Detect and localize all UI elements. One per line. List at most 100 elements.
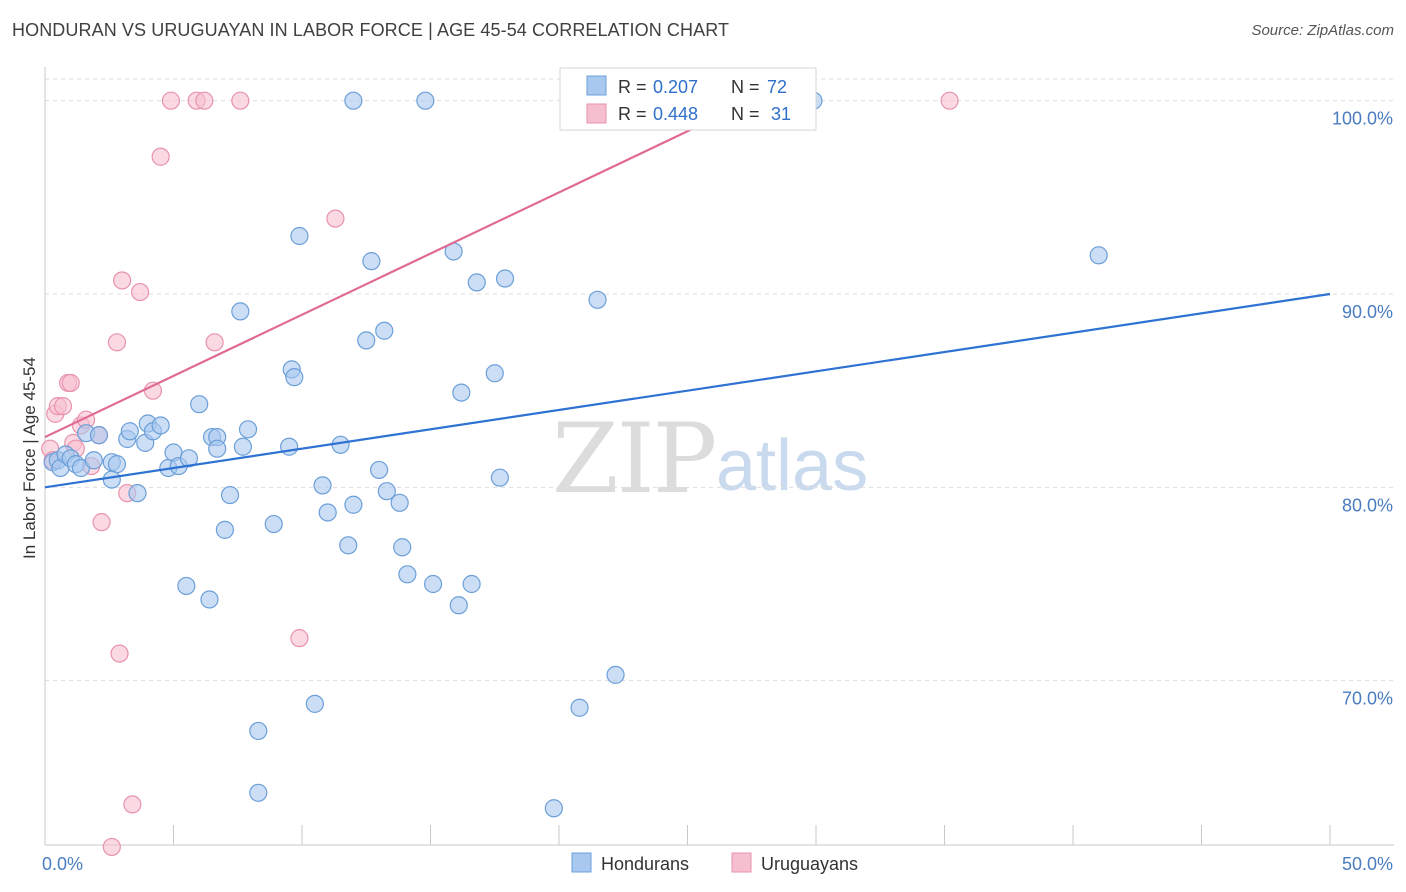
honduran-point — [190, 395, 209, 414]
legend-n-value-uruguayans: 31 — [771, 104, 791, 124]
honduran-point — [1089, 246, 1108, 265]
uruguayan-point — [102, 837, 121, 857]
uruguayan-point — [290, 629, 309, 648]
uruguayan-point — [112, 271, 132, 290]
tick-labels: 70.0% 80.0% 90.0% 100.0% 0.0% 50.0% — [42, 109, 1393, 874]
watermark-zip: ZIP — [552, 403, 715, 515]
honduran-point — [362, 252, 381, 271]
legend-n-label-hondurans: N = — [731, 77, 760, 97]
honduran-point — [588, 290, 607, 309]
honduran-point — [485, 364, 504, 383]
y-tick-label: 100.0% — [1332, 109, 1393, 129]
honduran-point — [344, 495, 363, 514]
series-legend-swatch-hondurans — [571, 852, 592, 873]
honduran-point — [89, 426, 109, 445]
honduran-point — [606, 665, 625, 684]
hondurans-points — [43, 91, 1108, 818]
series-legend-swatch-uruguayans — [731, 852, 752, 873]
honduran-point — [102, 470, 121, 489]
honduran-point — [179, 449, 199, 468]
legend-n-label-uruguayans: N = — [731, 104, 760, 124]
honduran-point — [233, 437, 252, 456]
honduran-point — [544, 799, 563, 818]
honduran-point — [215, 520, 234, 539]
honduran-point — [249, 783, 268, 802]
uruguayans-points — [41, 91, 959, 857]
series-legend-hondurans: Hondurans — [601, 854, 689, 874]
y-tick-label: 80.0% — [1342, 495, 1393, 515]
honduran-point — [416, 91, 435, 110]
honduran-point — [467, 273, 486, 292]
chart-source: Source: ZipAtlas.com — [1251, 22, 1394, 39]
honduran-point — [151, 416, 170, 435]
stats-legend: R = 0.207 N = 72 R = 0.448 N = 31 — [559, 67, 817, 131]
honduran-point — [423, 574, 443, 594]
x-tick-label-min: 0.0% — [42, 854, 83, 874]
uruguayan-point — [92, 513, 111, 532]
honduran-point — [375, 321, 394, 340]
axes — [44, 67, 1394, 846]
uruguayan-point — [326, 209, 345, 228]
uruguayan-point — [123, 795, 142, 814]
honduran-point — [393, 538, 412, 557]
chart-title: HONDURAN VS URUGUAYAN IN LABOR FORCE | A… — [12, 20, 730, 40]
uruguayan-point — [130, 282, 150, 302]
hondurans-trend-line — [44, 292, 1331, 489]
watermark-atlas: atlas — [716, 426, 868, 506]
honduran-point — [570, 698, 589, 717]
honduran-point — [220, 485, 240, 505]
honduran-point — [285, 368, 304, 387]
honduran-point — [313, 476, 332, 495]
uruguayan-point — [151, 147, 170, 166]
honduran-point — [84, 451, 103, 470]
legend-r-value-uruguayans: 0.448 — [653, 104, 698, 124]
honduran-point — [249, 721, 268, 741]
honduran-point — [177, 576, 196, 596]
y-tick-label: 70.0% — [1342, 689, 1393, 709]
honduran-point — [370, 460, 389, 480]
x-tick-label-max: 50.0% — [1342, 854, 1393, 874]
honduran-point — [462, 574, 481, 594]
uruguayan-point — [161, 91, 181, 110]
uruguayan-point — [940, 91, 959, 110]
trend-lines — [44, 99, 1331, 489]
series-legend-uruguayans: Uruguayans — [761, 854, 858, 874]
legend-n-value-hondurans: 72 — [767, 77, 787, 97]
honduran-point — [200, 590, 219, 609]
honduran-point — [318, 503, 337, 522]
series-legend: Hondurans Uruguayans — [571, 852, 858, 874]
watermark: ZIP atlas — [552, 403, 868, 515]
legend-swatch-hondurans — [586, 75, 607, 96]
uruguayan-point — [61, 373, 80, 393]
honduran-point — [231, 302, 250, 321]
legend-swatch-uruguayans — [586, 103, 607, 124]
honduran-point — [107, 455, 127, 474]
uruguayan-point — [110, 644, 129, 663]
y-tick-label: 90.0% — [1342, 302, 1393, 322]
honduran-point — [390, 493, 409, 512]
uruguayan-point — [195, 91, 214, 110]
uruguayan-point — [231, 91, 250, 110]
uruguayan-point — [205, 333, 224, 352]
uruguayan-point — [53, 397, 73, 416]
honduran-point — [377, 482, 396, 501]
honduran-point — [290, 226, 309, 246]
honduran-point — [398, 565, 417, 584]
honduran-point — [208, 439, 227, 458]
uruguayans-trend-line — [44, 99, 753, 439]
honduran-point — [264, 514, 283, 534]
honduran-point — [305, 694, 324, 713]
gridlines — [45, 78, 1394, 682]
honduran-point — [120, 422, 139, 441]
legend-r-label-hondurans: R = — [618, 77, 647, 97]
honduran-point — [344, 91, 363, 110]
y-axis-label: In Labor Force | Age 45-54 — [20, 357, 39, 559]
honduran-point — [339, 536, 358, 555]
honduran-point — [452, 383, 471, 402]
honduran-point — [128, 484, 147, 503]
honduran-point — [280, 437, 299, 456]
uruguayan-point — [107, 333, 127, 352]
honduran-point — [357, 331, 376, 350]
legend-r-value-hondurans: 0.207 — [653, 77, 698, 97]
